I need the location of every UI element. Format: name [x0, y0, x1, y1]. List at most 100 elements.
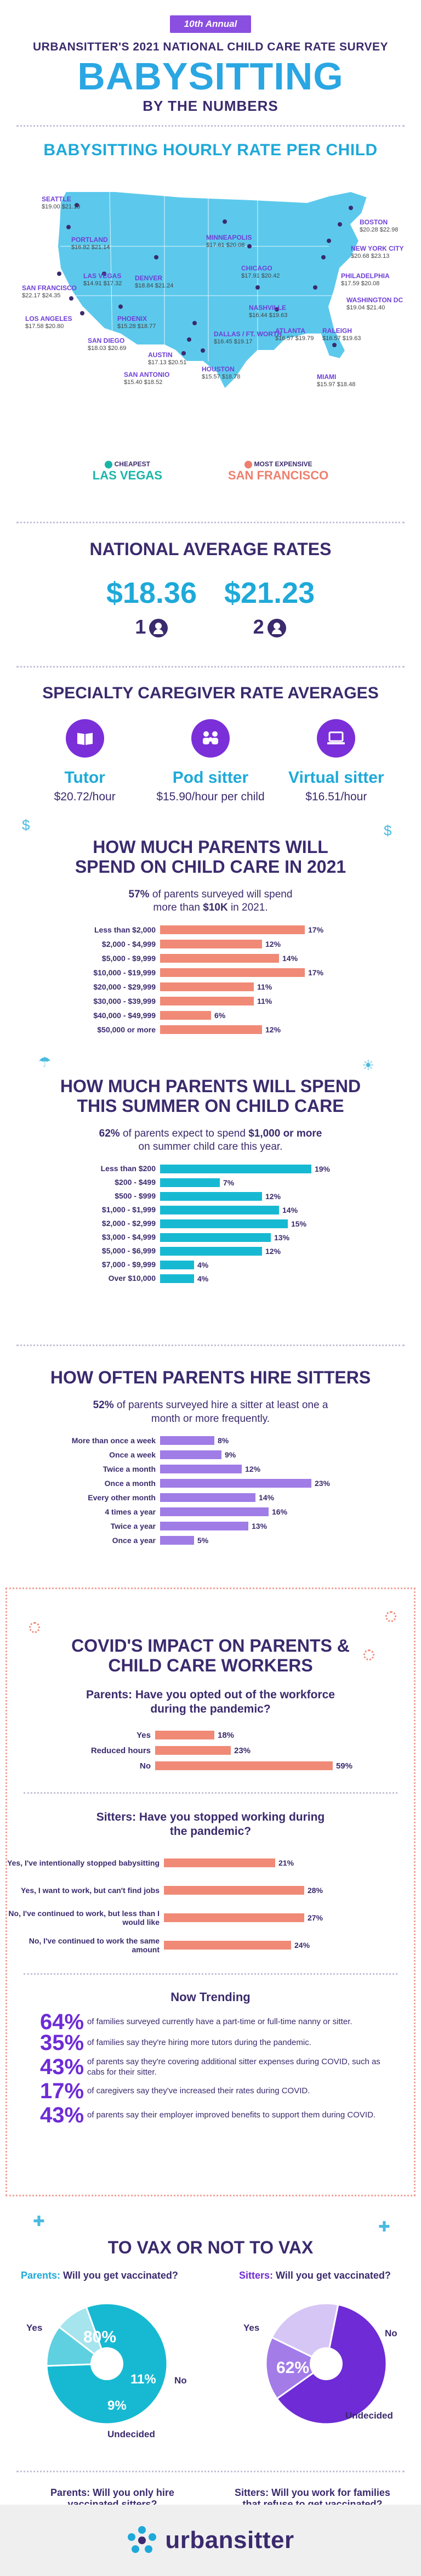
bar-value-label: 14% — [282, 1205, 298, 1214]
virus-decoration-icon — [29, 1622, 40, 1633]
bar-row: Once a week 9% — [0, 1449, 421, 1461]
bar-row: Once a month 23% — [0, 1477, 421, 1489]
bar-row: Less than $200 19% — [0, 1163, 421, 1174]
bar-track: 4% — [160, 1259, 330, 1270]
book-icon — [65, 719, 104, 758]
bar-value-label: 27% — [307, 1913, 323, 1922]
bar-track: 23% — [160, 1477, 330, 1489]
pie-slice-no — [265, 2336, 328, 2400]
bar-row: 4 times a year 16% — [0, 1506, 421, 1518]
bar-row: $50,000 or more 12% — [0, 1024, 421, 1036]
bar-value-label: 9% — [225, 1450, 236, 1460]
legend-most-expensive: MOST EXPENSIVE SAN FRANCISCO — [227, 460, 329, 482]
bar-label: Less than $200 — [100, 1164, 156, 1173]
brand-name: urbansitter — [165, 2527, 294, 2554]
bar — [160, 1164, 311, 1173]
bar-track: 17% — [160, 967, 330, 979]
bar — [160, 1465, 242, 1474]
map-legend: CHEAPEST LAS VEGAS MOST EXPENSIVE SAN FR… — [0, 460, 421, 483]
city-boston: BOSTON $20.28 $22.98 — [360, 218, 399, 233]
national-rates-section: NATIONAL AVERAGE RATES $18.36 1 $21.23 2 — [0, 523, 421, 666]
bar-value-label: 17% — [308, 925, 324, 935]
bar-value-label: 6% — [214, 1011, 226, 1020]
sitters-working-question: Sitters: Have you stopped working during… — [96, 1811, 325, 1838]
covid-title: COVID'S IMPACT ON PARENTS & CHILD CARE WO… — [71, 1636, 350, 1675]
city-philadelphia: PHILADELPHIA $17.59 $20.08 — [341, 272, 390, 287]
vaccination-section: ✚ ✚ TO VAX OR NOT TO VAX Parents: Will y… — [0, 2196, 421, 2576]
bar-label: $200 - $499 — [115, 1178, 156, 1187]
parents-pie-label-no: No — [174, 2375, 187, 2386]
parents-pie-value-no: 11% — [130, 2372, 156, 2387]
bar-label: Yes — [136, 1730, 151, 1740]
bar-value-label: 15% — [291, 1219, 307, 1228]
city-houston: HOUSTON $15.57 $18.78 — [202, 365, 241, 380]
national-title: NATIONAL AVERAGE RATES — [89, 539, 332, 559]
bar-row: Yes, I want to work, but can't find jobs… — [7, 1878, 414, 1903]
bar-label: $50,000 or more — [97, 1025, 156, 1034]
summer-title: HOW MUCH PARENTS WILL SPEND THIS SUMMER O… — [60, 1076, 361, 1116]
bar — [160, 1260, 194, 1269]
city-atlanta: ATLANTA $16.57 $19.79 — [275, 327, 314, 342]
city-phoenix: PHOENIX $15.28 $18.77 — [117, 315, 156, 330]
header: 10th Annual URBANSITTER'S 2021 NATIONAL … — [0, 0, 421, 125]
rate-one-child: $18.36 1 — [106, 576, 197, 638]
bar-value-label: 28% — [307, 1885, 323, 1895]
bar-track: 9% — [160, 1449, 330, 1461]
care-2021-section: $ $ HOW MUCH PARENTS WILL SPEND ON CHILD … — [0, 811, 421, 1054]
by-the-numbers: BY THE NUMBERS — [143, 98, 278, 114]
bar-label: $30,000 - $39,999 — [93, 996, 156, 1005]
bar-value-label: 14% — [259, 1493, 275, 1502]
sitters-pie-label-no: No — [385, 2328, 397, 2338]
syringe-decoration-icon: ✚ — [33, 2213, 45, 2229]
bar-track: 14% — [160, 1204, 330, 1216]
specialty-section: SPECIALTY CAREGIVER RATE AVERAGES Tutor … — [0, 668, 421, 811]
divider — [16, 666, 405, 668]
bar — [160, 1025, 262, 1035]
bar — [160, 1011, 211, 1020]
bar-row: $5,000 - $6,999 12% — [0, 1245, 421, 1257]
bar-label: Over $10,000 — [108, 1274, 156, 1283]
sitters-pie-value-undecided: 21% — [337, 2377, 370, 2396]
bar-label: Once a week — [109, 1450, 156, 1460]
bar-row: Yes, I've intentionally stopped babysitt… — [7, 1850, 414, 1875]
bar-track: 12% — [160, 1024, 330, 1036]
us-map — [56, 190, 368, 390]
bar — [160, 954, 279, 963]
bar-label: Twice a year — [110, 1522, 156, 1531]
bar — [164, 1913, 304, 1922]
bar-value-label: 8% — [218, 1436, 229, 1445]
now-trending-title: Now Trending — [170, 1990, 251, 2004]
bar-row: $20,000 - $29,999 11% — [0, 981, 421, 993]
parents-pie-label-undecided: Undecided — [107, 2429, 155, 2439]
bar-row: $10,000 - $19,999 17% — [0, 967, 421, 979]
trend-item: 43% of parents say their employer improve… — [40, 2103, 376, 2128]
bar-label: $2,000 - $4,999 — [101, 939, 156, 948]
city-minneapolis: MINNEAPOLIS $17.61 $20.08 — [206, 234, 252, 248]
bar-label: $7,000 - $9,999 — [101, 1260, 156, 1269]
trend-list: 64% of families surveyed currently have a… — [7, 2010, 414, 2129]
survey-subtitle: URBANSITTER'S 2021 NATIONAL CHILD CARE R… — [32, 41, 389, 53]
bar-value-label: 23% — [314, 1479, 330, 1488]
city-san-diego: SAN DIEGO $18.03 $20.69 — [88, 337, 127, 352]
sitters-pie-label-yes: Yes — [243, 2323, 260, 2333]
parents-workforce-question: Parents: Have you opted out of the workf… — [86, 1688, 335, 1715]
bar-label: Yes, I've intentionally stopped babysitt… — [7, 1858, 160, 1867]
bar-label: No, I've continued to work the same amou… — [29, 1936, 160, 1954]
bar-track: 16% — [160, 1506, 330, 1518]
bar — [160, 925, 305, 935]
bar-track: 5% — [160, 1534, 330, 1546]
parents-pie-label-yes: Yes — [26, 2323, 43, 2333]
bar-value-label: 23% — [234, 1745, 251, 1755]
bar-track: 11% — [160, 981, 330, 993]
city-nashville: NASHVILLE $16.44 $19.63 — [249, 304, 288, 319]
bar-label: Reduced hours — [90, 1745, 151, 1755]
city-raleigh: RALEIGH $16.57 $19.63 — [322, 327, 361, 342]
bar-row: No, I've continued to work the same amou… — [7, 1933, 414, 1958]
bar-track: 12% — [160, 1190, 330, 1202]
sitters-pie-value-no: 17% — [334, 2335, 368, 2353]
city-san-francisco: SAN FRANCISCO $22.17 $24.35 — [22, 284, 77, 299]
specialty-virtual-sitter: Virtual sitter $16.51/hour — [281, 719, 391, 804]
bar-row: No 59% — [7, 1759, 414, 1772]
hourly-rate-map-section: BABYSITTING HOURLY RATE PER CHILD SEATTL… — [0, 127, 421, 522]
